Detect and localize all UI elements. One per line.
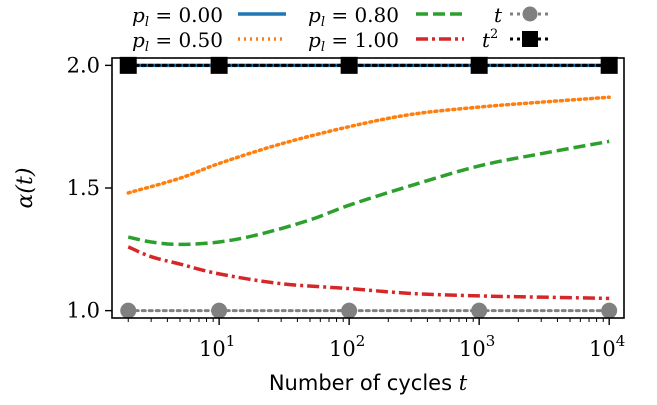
y-tick-label: 1.0 [67, 299, 100, 323]
legend-label-pl-100: pl = 1.00 [308, 28, 399, 55]
legend-label-pl-050: pl = 0.50 [132, 28, 223, 55]
x-tick-label: 104 [589, 332, 625, 361]
series-t-2-point [210, 56, 228, 74]
legend-marker-t2 [522, 31, 538, 47]
series-p-l-1-00-line [127, 245, 610, 301]
series-p-l-0-80-line [127, 139, 610, 247]
legend-entry-pl-000: pl = 0.00 [132, 3, 286, 30]
series-t-point [211, 302, 228, 319]
x-tick-label: 102 [329, 332, 365, 361]
series-layer [126, 63, 611, 313]
legend: pl = 0.00 pl = 0.80 t pl = 0.50 pl = 1.0… [132, 3, 550, 55]
axis-ticks: 1.0 1.5 2.0 101 102 103 104 [67, 53, 626, 361]
legend-label-pl-000: pl = 0.00 [132, 3, 223, 30]
series-t-point [471, 302, 488, 319]
legend-entry-t2: t2 [482, 27, 550, 52]
y-axis-label: α(t) [13, 168, 38, 209]
legend-entry-pl-100: pl = 1.00 [308, 28, 464, 55]
series-t-2-point [470, 56, 488, 74]
legend-entry-pl-050: pl = 0.50 [132, 28, 286, 55]
x-tick-label: 101 [199, 332, 235, 361]
series-t-2-point [600, 56, 618, 74]
legend-entry-pl-080: pl = 0.80 [308, 3, 464, 30]
series-t-point [341, 302, 358, 319]
legend-label-t: t [494, 3, 503, 27]
x-tick-label: 103 [459, 332, 495, 361]
series-t-2-point [119, 56, 137, 74]
plot-frame [111, 57, 625, 319]
legend-marker-t [522, 6, 538, 22]
legend-entry-t: t [494, 3, 550, 27]
y-tick-label: 2.0 [67, 53, 100, 77]
x-axis-label: Number of cycles t [269, 371, 468, 395]
series-p-l-0-50-line [126, 95, 611, 195]
y-tick-label: 1.5 [67, 176, 100, 200]
series-t-point [120, 302, 137, 319]
series-t-point [601, 302, 618, 319]
marker-layer [119, 56, 618, 319]
series-t-2-point [340, 56, 358, 74]
legend-label-t2: t2 [482, 27, 498, 52]
legend-label-pl-080: pl = 0.80 [308, 3, 399, 30]
